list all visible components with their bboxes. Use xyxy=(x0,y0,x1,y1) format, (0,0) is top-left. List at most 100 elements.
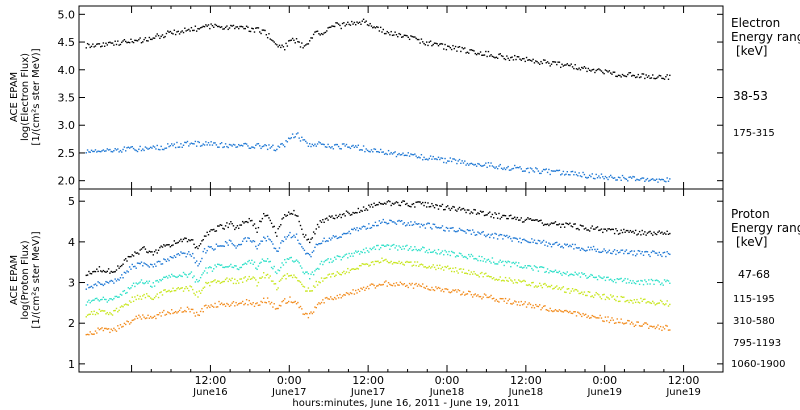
data-point xyxy=(411,203,413,206)
data-point xyxy=(311,251,314,254)
data-point xyxy=(482,260,484,262)
data-point xyxy=(202,25,204,28)
data-point xyxy=(100,310,102,312)
data-point xyxy=(156,33,158,35)
data-point xyxy=(432,223,434,225)
data-point xyxy=(307,43,310,45)
data-point xyxy=(117,40,119,42)
data-point xyxy=(227,226,229,229)
data-point xyxy=(194,140,197,143)
data-point xyxy=(512,237,515,239)
proton-legend-title-2: Energy ranges xyxy=(731,221,800,235)
data-point xyxy=(500,234,503,236)
data-point xyxy=(274,308,277,310)
data-point xyxy=(344,145,346,147)
data-point xyxy=(666,300,668,302)
data-point xyxy=(176,141,178,144)
data-point xyxy=(227,146,229,149)
data-point xyxy=(286,273,289,275)
data-point xyxy=(570,273,572,275)
data-point xyxy=(285,42,287,45)
data-point xyxy=(665,255,667,258)
data-point xyxy=(358,21,361,24)
data-point xyxy=(143,149,145,152)
data-point xyxy=(636,76,638,78)
data-point xyxy=(252,28,254,30)
data-point xyxy=(612,177,614,179)
data-point xyxy=(161,294,164,296)
data-point xyxy=(315,228,317,230)
data-point xyxy=(138,262,140,264)
data-point xyxy=(265,302,268,304)
data-point xyxy=(181,311,183,313)
data-point xyxy=(135,282,137,284)
data-point xyxy=(495,263,498,265)
data-point xyxy=(195,145,198,147)
data-point xyxy=(487,50,490,53)
data-point xyxy=(101,309,103,312)
data-point xyxy=(606,320,608,322)
data-point xyxy=(291,276,294,279)
data-point xyxy=(102,284,105,287)
data-point xyxy=(481,271,483,274)
data-point xyxy=(662,303,664,305)
data-point xyxy=(537,305,540,308)
data-point xyxy=(429,205,432,208)
data-point xyxy=(320,242,323,245)
data-point xyxy=(247,260,249,263)
data-point xyxy=(339,255,341,258)
data-point xyxy=(184,237,186,239)
data-point xyxy=(357,288,360,291)
data-point xyxy=(357,268,360,270)
data-point xyxy=(155,317,157,320)
data-point xyxy=(164,147,166,150)
data-point xyxy=(96,311,98,314)
data-point xyxy=(245,298,248,301)
data-point xyxy=(231,25,233,27)
data-point xyxy=(132,255,135,257)
data-point xyxy=(147,295,149,297)
data-point xyxy=(93,310,95,313)
data-point xyxy=(127,304,130,306)
data-point xyxy=(132,265,135,268)
data-point xyxy=(592,315,595,318)
data-point xyxy=(151,38,153,41)
data-point xyxy=(102,310,105,312)
data-point xyxy=(612,295,614,297)
data-point xyxy=(478,163,480,165)
data-point xyxy=(575,228,578,230)
data-point xyxy=(560,310,562,312)
data-point xyxy=(669,232,671,235)
data-point xyxy=(619,176,621,179)
data-point xyxy=(309,277,311,280)
data-point xyxy=(650,232,653,235)
data-point xyxy=(563,174,566,176)
data-point xyxy=(135,252,137,254)
data-point xyxy=(422,264,424,266)
data-point xyxy=(571,226,574,228)
data-point xyxy=(222,28,224,30)
data-point xyxy=(544,305,546,307)
data-point xyxy=(606,296,608,298)
data-point xyxy=(523,170,525,172)
data-point xyxy=(561,245,563,248)
data-point xyxy=(637,233,639,235)
data-point xyxy=(443,269,445,271)
data-point xyxy=(546,309,549,312)
data-point xyxy=(113,327,115,330)
data-point xyxy=(299,281,302,283)
data-point xyxy=(139,249,141,251)
data-point xyxy=(667,233,670,235)
data-point xyxy=(433,42,436,44)
data-point xyxy=(583,228,586,230)
data-point xyxy=(182,252,185,254)
data-point xyxy=(655,279,658,281)
data-point xyxy=(207,245,210,248)
data-point xyxy=(347,232,349,234)
data-point xyxy=(148,266,151,268)
data-point xyxy=(376,204,378,206)
data-point xyxy=(96,43,98,45)
data-point xyxy=(358,227,361,230)
data-point xyxy=(190,286,193,288)
data-point xyxy=(157,281,160,283)
